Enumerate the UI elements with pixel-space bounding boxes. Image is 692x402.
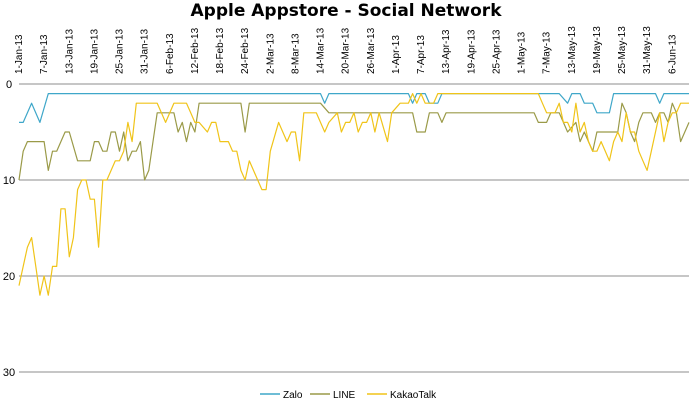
y-tick-label: 10	[3, 175, 15, 187]
legend-label-kakaotalk: KakaoTalk	[390, 390, 437, 401]
legend-label-line: LINE	[333, 390, 356, 401]
x-tick-label: 13-May-13	[567, 26, 578, 74]
x-tick-label: 19-Apr-13	[466, 29, 477, 74]
y-tick-label: 0	[6, 79, 12, 91]
x-tick-label: 18-Feb-13	[215, 27, 226, 74]
y-axis-ticks: 0 10 20 30	[3, 79, 15, 379]
series-line-kakaotalk	[18, 92, 689, 296]
legend-label-zalo: Zalo	[283, 390, 303, 401]
x-tick-label: 13-Jan-13	[64, 29, 75, 74]
x-tick-label: 1-Apr-13	[391, 35, 402, 74]
x-tick-label: 2-Mar-13	[265, 33, 276, 74]
x-tick-label: 8-Mar-13	[290, 33, 301, 74]
x-tick-label: 1-Jan-13	[14, 34, 25, 74]
x-tick-label: 7-Apr-13	[416, 35, 427, 74]
x-axis-ticks: 1-Jan-13 7-Jan-13 13-Jan-13 19-Jan-13 25-Jan…	[14, 26, 678, 74]
x-tick-label: 6-Feb-13	[165, 33, 176, 74]
legend: Zalo LINE KakaoTalk	[260, 390, 437, 401]
x-tick-label: 31-May-13	[642, 26, 653, 74]
chart-title: Apple Appstore - Social Network	[190, 1, 502, 21]
x-tick-label: 12-Feb-13	[190, 27, 201, 74]
x-tick-label: 25-Apr-13	[491, 29, 502, 74]
series-line-zalo	[19, 92, 689, 124]
x-tick-label: 13-Apr-13	[441, 29, 452, 74]
x-tick-label: 25-Jan-13	[115, 29, 126, 74]
x-tick-label: 6-Jun-13	[667, 34, 678, 74]
x-tick-label: 25-May-13	[617, 26, 628, 74]
gridlines	[19, 83, 689, 373]
x-tick-label: 31-Jan-13	[140, 29, 151, 74]
x-tick-label: 24-Feb-13	[240, 27, 251, 74]
x-tick-label: 20-Mar-13	[341, 27, 352, 74]
series-lines	[18, 92, 690, 296]
x-tick-label: 19-May-13	[592, 26, 603, 74]
x-tick-label: 1-May-13	[517, 31, 528, 74]
y-tick-label: 30	[3, 367, 15, 379]
x-tick-label: 14-Mar-13	[316, 27, 327, 74]
x-tick-label: 19-Jan-13	[89, 29, 100, 74]
x-tick-label: 7-Jan-13	[39, 34, 50, 74]
y-tick-label: 20	[3, 271, 15, 283]
x-tick-label: 7-May-13	[542, 31, 553, 74]
x-tick-label: 26-Mar-13	[366, 27, 377, 74]
